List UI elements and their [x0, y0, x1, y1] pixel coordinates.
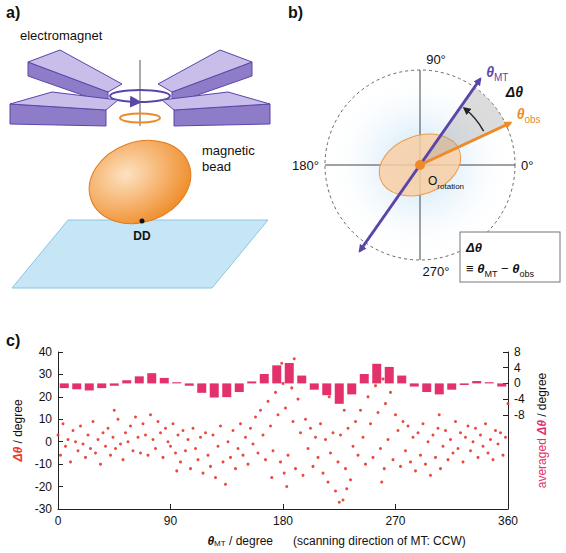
svg-text:270: 270 — [385, 514, 405, 528]
svg-text:Δθ: Δθ — [505, 84, 523, 100]
svg-text:/ degree: / degree — [11, 399, 25, 447]
svg-text:averaged: averaged — [535, 435, 549, 488]
svg-text:b): b) — [288, 4, 303, 21]
svg-text:magnetic: magnetic — [202, 143, 255, 158]
svg-text:≡ θMT − θobs: ≡ θMT − θobs — [466, 261, 535, 279]
svg-text:-20: -20 — [35, 480, 53, 494]
svg-text:180: 180 — [273, 514, 293, 528]
svg-text:/ degree: / degree — [226, 534, 274, 548]
svg-text:θobs: θobs — [517, 106, 541, 125]
svg-text:Δθ: Δθ — [465, 240, 482, 255]
svg-text:180°: 180° — [292, 158, 319, 173]
svg-text:-4: -4 — [514, 392, 525, 406]
svg-text:Δθ: Δθ — [11, 447, 25, 463]
svg-text:MT: MT — [214, 539, 226, 548]
svg-text:90°: 90° — [426, 52, 446, 67]
svg-text:0: 0 — [55, 514, 62, 528]
svg-text:Δθ: Δθ — [535, 420, 549, 436]
svg-text:θ: θ — [207, 533, 215, 548]
svg-text:90: 90 — [164, 514, 178, 528]
svg-text:bead: bead — [202, 159, 231, 174]
svg-text:0: 0 — [45, 435, 52, 449]
svg-text:0°: 0° — [521, 158, 533, 173]
svg-text:/ degree: / degree — [535, 372, 549, 420]
svg-text:c): c) — [6, 332, 20, 349]
svg-text:10: 10 — [39, 412, 53, 426]
svg-text:40: 40 — [39, 345, 53, 359]
svg-text:270°: 270° — [423, 264, 450, 279]
svg-text:0: 0 — [514, 376, 521, 390]
svg-text:a): a) — [6, 4, 20, 21]
svg-text:Orotation: Orotation — [428, 174, 464, 191]
svg-text:DD: DD — [133, 229, 151, 243]
svg-text:30: 30 — [39, 367, 53, 381]
svg-text:electromagnet: electromagnet — [20, 28, 103, 43]
svg-text:8: 8 — [514, 345, 521, 359]
svg-text:-10: -10 — [35, 457, 53, 471]
svg-text:4: 4 — [514, 361, 521, 375]
svg-text:-8: -8 — [514, 408, 525, 422]
svg-text:20: 20 — [39, 390, 53, 404]
svg-text:θMT: θMT — [486, 64, 508, 83]
svg-text:(scanning direction of MT: CCW: (scanning direction of MT: CCW) — [293, 534, 466, 548]
svg-text:-30: -30 — [35, 502, 53, 516]
svg-text:360: 360 — [498, 514, 518, 528]
